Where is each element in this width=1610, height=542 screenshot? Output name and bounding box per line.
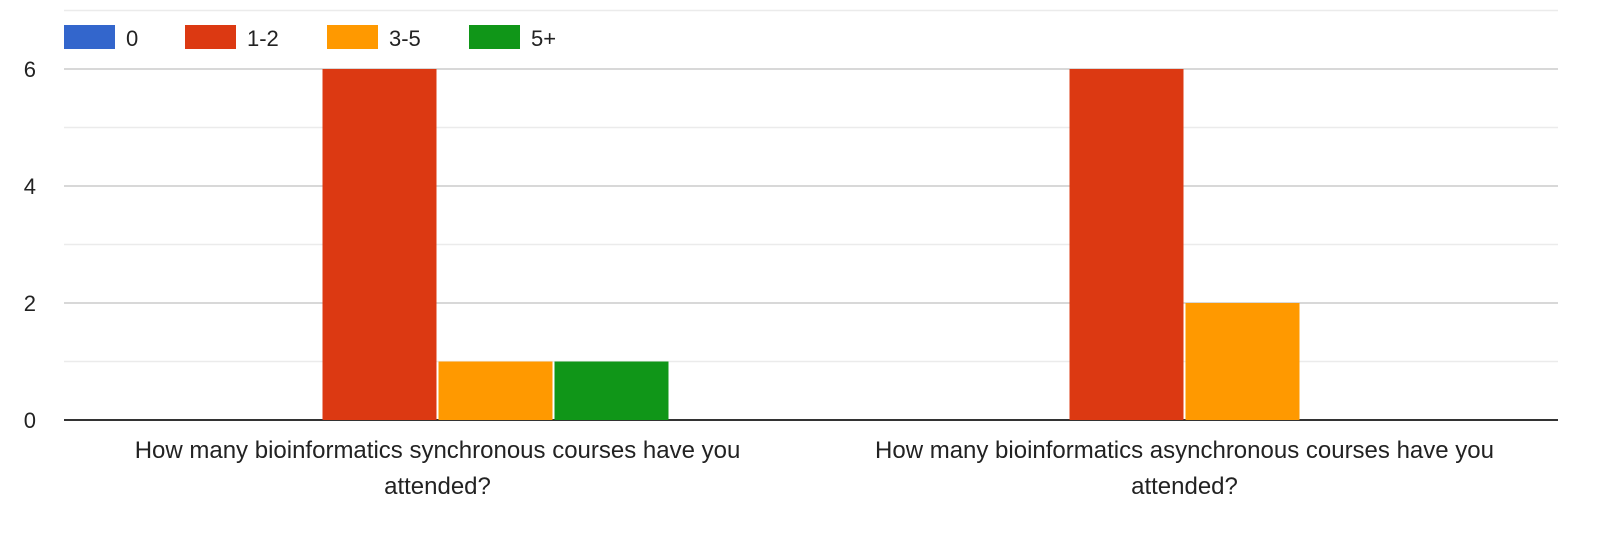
legend-item-1-2[interactable]: 1-2: [185, 25, 279, 51]
y-tick-label: 4: [24, 174, 36, 199]
x-category-label: How many bioinformatics asynchronous cou…: [875, 437, 1494, 464]
legend-label: 5+: [531, 26, 556, 51]
bars: [322, 69, 1300, 421]
bar-1-2-cat1[interactable]: [1069, 69, 1184, 420]
bar-5+-cat0[interactable]: [554, 361, 669, 421]
legend-item-5+[interactable]: 5+: [469, 25, 556, 51]
bar-3-5-cat1[interactable]: [1185, 303, 1300, 420]
legend-label: 0: [126, 26, 138, 51]
y-axis-ticks: 0 2 4 6: [24, 57, 36, 433]
legend-label: 3-5: [389, 26, 421, 51]
bar-1-2-cat0[interactable]: [322, 69, 437, 420]
legend-swatch: [185, 25, 236, 49]
legend-label: 1-2: [247, 26, 279, 51]
x-axis-labels: How many bioinformatics synchronous cour…: [135, 437, 1494, 500]
y-tick-label: 6: [24, 57, 36, 82]
legend-item-3-5[interactable]: 3-5: [327, 25, 421, 51]
legend-swatch: [64, 25, 115, 49]
legend-item-0[interactable]: 0: [64, 25, 138, 51]
legend-swatch: [327, 25, 378, 49]
x-category-label: attended?: [1131, 473, 1238, 500]
x-category-label: attended?: [384, 473, 491, 500]
y-tick-label: 0: [24, 408, 36, 433]
legend-swatch: [469, 25, 520, 49]
gridlines: [64, 9, 1558, 421]
bar-3-5-cat0[interactable]: [438, 361, 553, 421]
x-category-label: How many bioinformatics synchronous cour…: [135, 437, 741, 464]
y-tick-label: 2: [24, 291, 36, 316]
legend[interactable]: 0 1-2 3-5 5+: [64, 25, 556, 51]
